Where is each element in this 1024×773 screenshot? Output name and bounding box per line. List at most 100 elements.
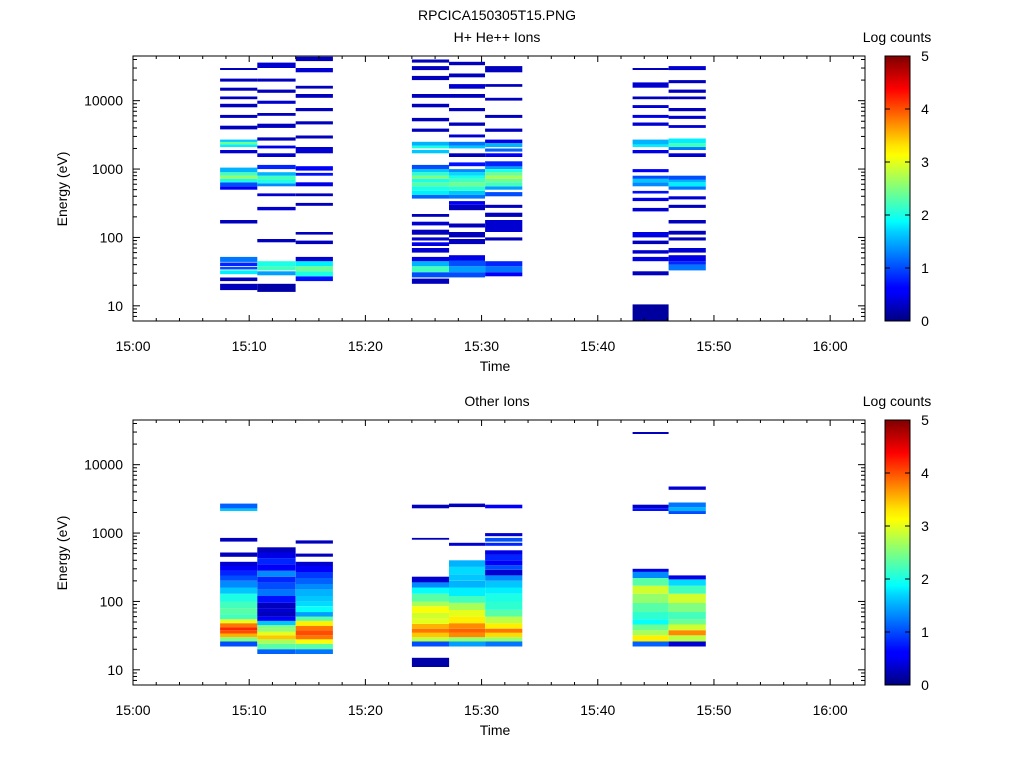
spectrogram-cell [220, 150, 258, 154]
spectrogram-cell [220, 139, 258, 142]
spectrogram-cell [295, 639, 333, 644]
spectrogram-cell [411, 641, 450, 647]
figure-title: RPCICA150305T15.PNG [418, 7, 576, 23]
spectrogram-cell [485, 204, 523, 208]
spectrogram-cell [411, 178, 450, 183]
spectrogram-cell [449, 566, 485, 575]
spectrogram-cell [295, 56, 333, 62]
spectrogram-cell [449, 616, 485, 624]
spectrogram-cell [411, 657, 450, 667]
spectrogram-cell [449, 201, 485, 205]
spectrogram-cell [220, 566, 258, 571]
spectrogram-cell [449, 603, 485, 610]
spectrogram-cell [220, 552, 258, 557]
spectrogram-cell [485, 537, 523, 542]
spectrogram-cell [668, 80, 706, 84]
y-tick-label: 100 [100, 229, 124, 245]
spectrogram-cell [485, 580, 523, 588]
spectrogram-cell [257, 206, 296, 211]
spectrogram-cell [449, 122, 485, 126]
spectrogram-cell [485, 212, 523, 217]
spectrogram-cell [411, 272, 450, 278]
spectrogram-cell [668, 619, 706, 625]
spectrogram-cell [220, 172, 258, 176]
spectrogram-cell [257, 172, 296, 176]
spectrogram-cell [485, 575, 523, 581]
spectrogram-cell [220, 503, 258, 509]
spectrogram-cell [295, 94, 333, 98]
spectrogram-cell [449, 194, 485, 199]
y-tick-label: 1000 [92, 161, 123, 177]
spectrogram-cell [668, 153, 706, 157]
spectrogram-cell [668, 147, 706, 150]
spectrogram-cell [668, 237, 706, 241]
spectrogram-cell [668, 630, 706, 636]
spectrogram-cell [668, 66, 706, 71]
x-tick-label: 16:00 [813, 702, 848, 718]
colorbar [884, 55, 911, 322]
spectrogram-cell [449, 266, 485, 273]
spectrogram-cell [257, 582, 296, 590]
spectrogram-cell [411, 221, 450, 226]
spectrogram-cell [257, 89, 296, 93]
spectrogram-cell [257, 283, 296, 292]
colorbar-tick-label: 0 [921, 313, 929, 329]
spectrogram-cell [295, 643, 333, 650]
spectrogram-cell [449, 204, 485, 211]
spectrogram-cell [295, 68, 333, 73]
colorbar-tick-label: 3 [921, 518, 929, 534]
spectrogram-cell [668, 603, 706, 613]
spectrogram-cell [449, 574, 485, 581]
spectrogram-cell [411, 186, 450, 191]
spectrogram-cell [668, 511, 706, 514]
spectrogram-cell [257, 625, 296, 629]
spectrogram-cell [220, 619, 258, 624]
spectrogram-cell [411, 172, 450, 176]
spectrogram-cell [632, 240, 669, 245]
spectrogram-cell [257, 608, 296, 613]
spectrogram-cell [257, 635, 296, 640]
spectrogram-cell [485, 637, 523, 642]
spectrogram-cell [668, 502, 706, 508]
spectrogram-cell [632, 139, 669, 145]
spectrogram-cell [220, 96, 258, 100]
spectrogram-cell [295, 108, 333, 112]
colorbar-tick-label: 3 [921, 154, 929, 170]
spectrogram-cell [632, 508, 669, 511]
x-tick-label: 15:00 [115, 702, 150, 718]
spectrogram-cell [668, 220, 706, 224]
spectrogram-cell [485, 533, 523, 537]
spectrogram-cell [632, 182, 669, 187]
spectrogram-cell [668, 186, 706, 190]
spectrogram-cell [632, 232, 669, 238]
spectrogram-cell [257, 193, 296, 197]
spectrogram-cell [220, 68, 258, 70]
spectrogram-cell [295, 612, 333, 617]
spectrogram-cell [449, 172, 485, 176]
spectrogram-cell [668, 486, 706, 490]
spectrogram-cell [632, 175, 669, 179]
spectrogram-cell [220, 575, 258, 581]
spectrogram-cell [295, 601, 333, 607]
spectrogram-cell [411, 94, 450, 98]
y-tick-label: 10 [107, 298, 123, 314]
spectrogram-cell [411, 248, 450, 253]
spectrogram-cell [449, 232, 485, 238]
x-tick-label: 15:30 [464, 702, 499, 718]
spectrogram-cell [257, 123, 296, 128]
spectrogram-cell [632, 571, 669, 578]
spectrogram-cell [485, 601, 523, 610]
spectrogram-cell [411, 582, 450, 588]
spectrogram-cell [220, 277, 258, 282]
spectrogram-cell [449, 560, 485, 567]
spectrogram-cell [220, 283, 258, 291]
spectrogram-cell [485, 610, 523, 617]
y-axis-label: Energy (eV) [54, 152, 70, 227]
spectrogram-cell [485, 192, 523, 197]
spectrogram-cell [449, 637, 485, 642]
spectrogram-cell [632, 304, 669, 321]
spectrogram-cell [485, 272, 523, 277]
spectrogram-cell [295, 553, 333, 557]
spectrogram-cell [485, 266, 523, 273]
spectrogram-cell [449, 610, 485, 617]
